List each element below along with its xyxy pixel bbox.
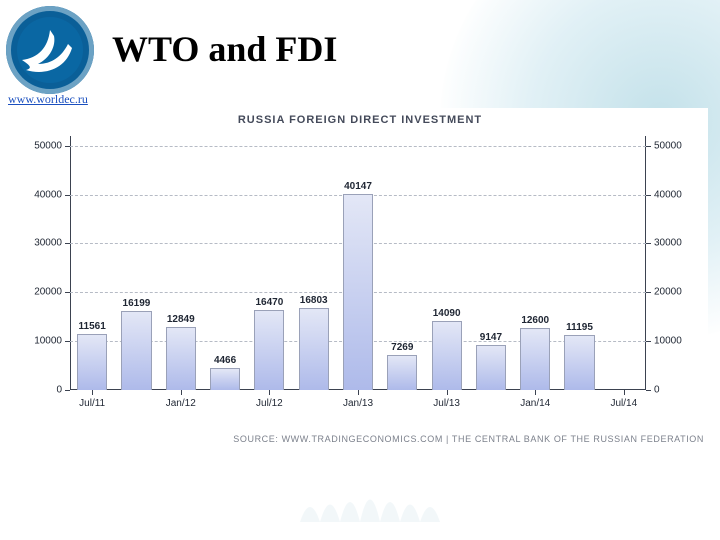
- bar: [476, 345, 506, 390]
- bar-value-label: 4466: [214, 355, 236, 366]
- y-tick-mark: [65, 292, 70, 293]
- y-tick-label-left: 50000: [22, 140, 62, 151]
- bar-value-label: 40147: [344, 181, 372, 192]
- y-tick-label-right: 10000: [654, 336, 682, 347]
- chart-source: SOURCE: WWW.TRADINGECONOMICS.COM | THE C…: [233, 434, 704, 444]
- fdi-chart: RUSSIA FOREIGN DIRECT INVESTMENT 0010000…: [12, 108, 708, 448]
- bar-value-label: 16803: [300, 295, 328, 306]
- bar: [299, 308, 329, 390]
- gridline: [70, 146, 646, 147]
- bar: [432, 321, 462, 390]
- bar-value-label: 16199: [123, 298, 151, 309]
- y-axis-left: [70, 136, 71, 390]
- bar: [564, 335, 594, 390]
- bar-value-label: 14090: [433, 308, 461, 319]
- y-tick-label-right: 20000: [654, 287, 682, 298]
- bar-value-label: 9147: [480, 332, 502, 343]
- slide-source-url: www.worldec.ru: [8, 92, 88, 107]
- y-tick-mark: [646, 195, 651, 196]
- bar: [166, 327, 196, 390]
- bar-value-label: 16470: [255, 297, 283, 308]
- x-tick-label: Jan/12: [166, 398, 196, 409]
- bar: [343, 194, 373, 390]
- y-tick-label-left: 20000: [22, 287, 62, 298]
- x-tick-label: Jul/14: [611, 398, 638, 409]
- x-tick-label: Jul/11: [79, 398, 105, 409]
- bird-icon: [18, 18, 82, 82]
- bar: [254, 310, 284, 390]
- y-axis-right: [645, 136, 646, 390]
- x-tick-label: Jul/13: [433, 398, 460, 409]
- y-tick-label-left: 10000: [22, 336, 62, 347]
- bar-value-label: 12849: [167, 314, 195, 325]
- y-tick-label-right: 50000: [654, 140, 682, 151]
- y-tick-mark: [646, 146, 651, 147]
- y-tick-mark: [646, 341, 651, 342]
- bar: [387, 355, 417, 391]
- y-tick-label-right: 30000: [654, 238, 682, 249]
- x-tick-label: Jan/14: [520, 398, 550, 409]
- bar: [520, 328, 550, 390]
- y-tick-mark: [65, 146, 70, 147]
- y-tick-mark: [646, 243, 651, 244]
- y-tick-label-left: 30000: [22, 238, 62, 249]
- bar: [210, 368, 240, 390]
- chart-plot-area: 0010000100002000020000300003000040000400…: [70, 136, 646, 390]
- x-tick-mark: [269, 390, 270, 395]
- bar: [121, 311, 151, 390]
- y-tick-label-left: 0: [22, 385, 62, 396]
- y-tick-mark: [646, 390, 651, 391]
- x-tick-label: Jul/12: [256, 398, 283, 409]
- y-tick-mark: [646, 292, 651, 293]
- y-tick-mark: [65, 390, 70, 391]
- bar-value-label: 12600: [521, 315, 549, 326]
- y-tick-mark: [65, 195, 70, 196]
- x-tick-mark: [181, 390, 182, 395]
- y-tick-label-left: 40000: [22, 189, 62, 200]
- footer-watermark-icon: [280, 472, 440, 532]
- y-tick-label-right: 40000: [654, 189, 682, 200]
- y-tick-label-right: 0: [654, 385, 660, 396]
- x-tick-mark: [358, 390, 359, 395]
- site-logo: [6, 6, 94, 94]
- bar-value-label: 11561: [79, 321, 106, 332]
- bar-value-label: 11195: [566, 322, 593, 333]
- x-tick-mark: [535, 390, 536, 395]
- x-tick-mark: [447, 390, 448, 395]
- slide-title: WTO and FDI: [112, 28, 337, 70]
- x-tick-label: Jan/13: [343, 398, 373, 409]
- chart-title: RUSSIA FOREIGN DIRECT INVESTMENT: [12, 108, 708, 126]
- y-tick-mark: [65, 243, 70, 244]
- bar-value-label: 7269: [391, 342, 413, 353]
- x-tick-mark: [624, 390, 625, 395]
- bar: [77, 334, 107, 390]
- y-tick-mark: [65, 341, 70, 342]
- x-tick-mark: [92, 390, 93, 395]
